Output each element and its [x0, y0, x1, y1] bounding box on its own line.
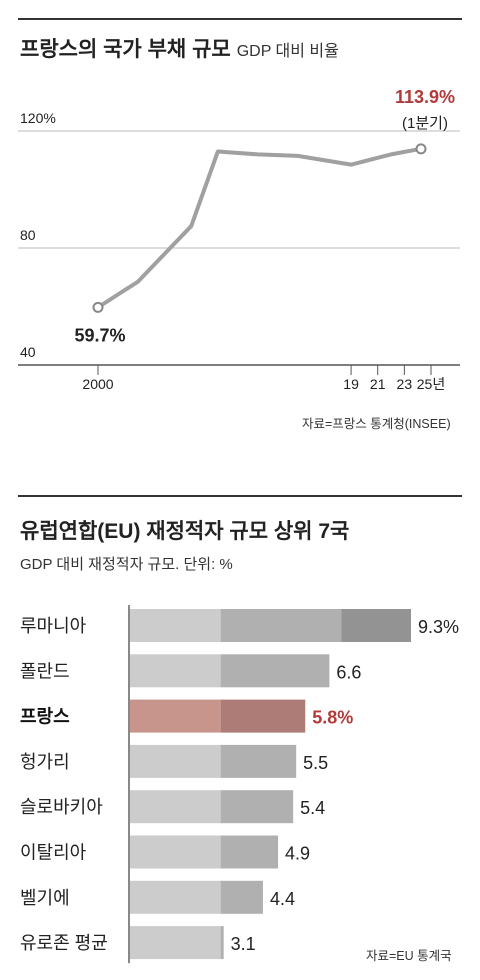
bar-segment: [130, 880, 221, 914]
bar-segment: [220, 654, 330, 688]
start-value-label: 59.7%: [74, 325, 125, 345]
line-chart: 40 80 120% 2000 19 21 23 25년 59.7% 113.9% (1분기): [18, 87, 460, 392]
bar-segment: [130, 744, 221, 778]
y-tick-label: 120%: [20, 110, 56, 126]
value-label: 3.1: [231, 934, 256, 954]
y-tick-label: 40: [20, 344, 36, 360]
bar-segment: [341, 609, 411, 642]
bar-chart-source: 자료=EU 통계국: [366, 949, 452, 963]
end-point: [415, 143, 427, 155]
category-label: 벨기에: [20, 888, 70, 908]
value-label: 5.8%: [312, 708, 353, 728]
bar-segment: [220, 744, 297, 778]
start-point: [92, 301, 104, 313]
x-tick-label: 23: [397, 376, 413, 392]
x-tick-label: 2000: [82, 376, 113, 392]
category-label: 슬로바키아: [20, 797, 103, 817]
category-label: 프랑스: [20, 707, 70, 727]
value-label: 5.4: [300, 798, 325, 818]
bar-segment: [220, 609, 342, 642]
x-tick-label: 21: [370, 376, 386, 392]
x-tick-label: 19: [343, 376, 359, 392]
category-label: 루마니아: [20, 616, 87, 636]
top-rule: [18, 18, 462, 20]
category-label: 유로존 평균: [20, 933, 108, 953]
end-value-label: 113.9%: [395, 87, 455, 107]
series-line: [96, 146, 423, 310]
bar-segment: [130, 790, 221, 824]
bar-segment: [220, 926, 224, 960]
x-tick-label: 25년: [417, 376, 445, 392]
value-label: 4.4: [270, 889, 295, 909]
value-label: 6.6: [336, 662, 361, 682]
category-label: 이탈리아: [20, 843, 87, 863]
value-label: 5.5: [303, 753, 328, 773]
bar-segment: [220, 835, 279, 869]
bar-segment: [220, 880, 263, 914]
bar-segment: [130, 654, 221, 688]
bar-segment: [130, 835, 221, 869]
bar-segment: [130, 926, 221, 960]
line-chart-title-suffix: GDP 대비 비율: [236, 43, 339, 60]
bar-chart-subtitle: GDP 대비 재정적자 규모. 단위: %: [20, 556, 233, 573]
category-label: 폴란드: [20, 661, 70, 681]
section-rule: [18, 495, 462, 497]
bar-segment: [130, 609, 221, 642]
y-tick-label: 80: [20, 227, 36, 243]
bar-chart-title: 유럽연합(EU) 재정적자 규모 상위 7국: [20, 520, 350, 543]
bar-segment: [220, 790, 294, 824]
bar-segment: [130, 699, 221, 733]
category-label: 헝가리: [20, 752, 70, 772]
value-label: 4.9: [285, 844, 310, 864]
end-value-note: (1분기): [402, 115, 448, 132]
line-chart-source: 자료=프랑스 통계청(INSEE): [302, 417, 451, 431]
line-chart-title: 프랑스의 국가 부채 규모 GDP 대비 비율: [20, 33, 339, 63]
bar-segment: [220, 699, 306, 733]
line-chart-title-text: 프랑스의 국가 부채 규모: [20, 38, 231, 61]
value-label: 9.3%: [418, 617, 459, 637]
